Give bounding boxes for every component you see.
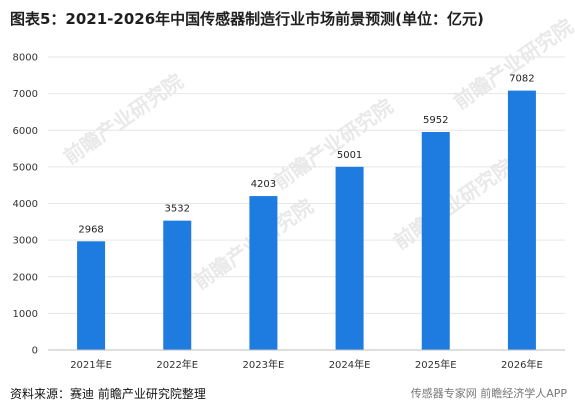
watermark-text: 前瞻产业研究院 (389, 154, 517, 254)
x-tick-label: 2024年E (329, 358, 371, 371)
y-axis-ticks: 0 1000 2000 3000 4000 5000 6000 7000 8000 (13, 53, 38, 357)
gridlines (48, 56, 565, 314)
y-tick-label: 4000 (13, 199, 38, 210)
bar (77, 241, 106, 350)
watermarks: 前瞻产业研究院前瞻产业研究院前瞻产业研究院前瞻产业研究院前瞻产业研究院 (59, 14, 575, 294)
y-tick-label: 7000 (13, 89, 38, 100)
y-tick-label: 5000 (13, 162, 38, 173)
bar (335, 166, 364, 350)
x-tick-label: 2021年E (70, 358, 112, 371)
watermark-text: 前瞻产业研究院 (59, 69, 187, 169)
data-label: 2968 (78, 224, 103, 235)
bar (249, 196, 278, 350)
chart-title: 图表5：2021-2026年中国传感器制造行业市场前景预测(单位：亿元) (10, 10, 484, 28)
y-tick-label: 8000 (13, 53, 38, 64)
y-tick-label: 1000 (13, 309, 38, 320)
x-tick-label: 2026年E (501, 358, 543, 371)
data-label: 5001 (337, 150, 362, 161)
bars (77, 90, 536, 350)
data-label: 5952 (423, 115, 448, 126)
bar (421, 132, 450, 350)
data-label: 7082 (509, 74, 534, 85)
bar (163, 220, 192, 350)
x-tick-label: 2023年E (243, 358, 285, 371)
x-tick-label: 2025年E (415, 358, 457, 371)
y-tick-label: 0 (32, 346, 38, 357)
bar (507, 90, 536, 350)
data-label: 3532 (165, 204, 190, 215)
y-tick-label: 6000 (13, 126, 38, 137)
data-label: 4203 (251, 179, 276, 190)
y-tick-label: 3000 (13, 236, 38, 247)
source-note: 资料来源：赛迪 前瞻产业研究院整理 (10, 387, 206, 401)
credit-watermark: 传感器专家网 前瞻经济学人APP (410, 387, 567, 400)
watermark-text: 前瞻产业研究院 (269, 94, 397, 194)
x-tick-label: 2022年E (156, 358, 198, 371)
x-axis-ticks: 2021年E 2022年E 2023年E 2024年E 2025年E 2026年E (70, 358, 543, 371)
data-labels: 2968 3532 4203 5001 5952 7082 (78, 74, 534, 236)
y-tick-label: 2000 (13, 272, 38, 283)
